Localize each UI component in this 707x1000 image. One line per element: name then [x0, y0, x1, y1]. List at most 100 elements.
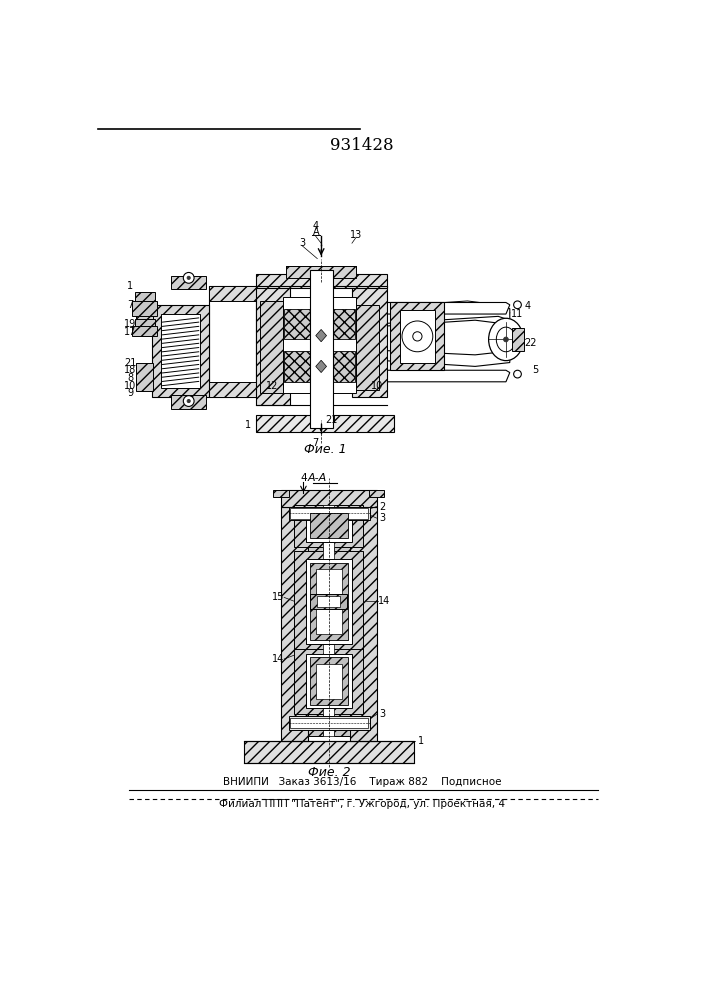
Bar [291, 718, 368, 728]
Bar [310, 513, 348, 538]
Polygon shape [209, 286, 256, 301]
Bar [283, 297, 356, 393]
Bar [316, 569, 342, 634]
Polygon shape [316, 360, 327, 373]
Text: 10: 10 [124, 381, 136, 391]
Bar [305, 559, 352, 644]
Bar [152, 305, 209, 397]
Bar [308, 505, 324, 736]
Text: Филиал ППП "Патент", г. Ужгород, ул. Проектная, 4: Филиал ППП "Патент", г. Ужгород, ул. Про… [219, 799, 505, 809]
Text: 11: 11 [511, 309, 524, 319]
Bar [281, 490, 377, 507]
Text: 15: 15 [271, 592, 284, 602]
Text: 3: 3 [380, 513, 386, 523]
Bar [288, 507, 370, 520]
Bar [171, 276, 206, 289]
Text: 931428: 931428 [330, 137, 394, 154]
Text: 4: 4 [312, 221, 319, 231]
Text: 21: 21 [124, 358, 136, 368]
Text: 4: 4 [525, 301, 530, 311]
Text: 2: 2 [380, 502, 386, 512]
Bar [356, 305, 379, 389]
Bar [310, 270, 333, 428]
Ellipse shape [489, 318, 523, 361]
Bar [135, 292, 155, 301]
Bar [317, 596, 340, 607]
Text: 7: 7 [127, 300, 134, 310]
Circle shape [187, 276, 190, 279]
Bar [284, 351, 355, 382]
Text: 12: 12 [267, 381, 279, 391]
Text: 9: 9 [127, 388, 133, 398]
Text: 1: 1 [245, 420, 251, 430]
Circle shape [514, 370, 521, 378]
Ellipse shape [496, 327, 515, 352]
Bar [256, 415, 395, 432]
Polygon shape [233, 309, 510, 336]
Text: 3: 3 [380, 709, 386, 719]
Bar [161, 314, 200, 388]
Text: 1: 1 [127, 281, 133, 291]
Polygon shape [233, 343, 510, 366]
Bar [512, 328, 524, 351]
Circle shape [402, 321, 433, 352]
Bar [305, 510, 352, 542]
Bar [316, 664, 342, 699]
Bar [369, 490, 385, 497]
Bar [310, 594, 347, 609]
Polygon shape [209, 382, 256, 397]
Text: ВНИИПИ   Заказ 3613/16    Тираж 882    Подписное: ВНИИПИ Заказ 3613/16 Тираж 882 Подписное [223, 777, 501, 787]
Circle shape [183, 272, 194, 283]
Bar [334, 505, 350, 736]
Text: 4: 4 [300, 473, 307, 483]
Text: 1: 1 [418, 736, 424, 746]
Bar [259, 301, 283, 393]
Polygon shape [387, 302, 510, 314]
Bar [274, 490, 288, 497]
Bar [294, 505, 363, 547]
Polygon shape [209, 286, 256, 397]
Bar [136, 302, 153, 329]
Bar [136, 363, 153, 391]
Text: 14: 14 [378, 596, 390, 606]
Text: 8: 8 [127, 373, 133, 383]
Bar [286, 266, 356, 278]
Bar [291, 508, 368, 519]
Circle shape [187, 400, 190, 403]
Bar [352, 286, 387, 397]
Text: 22: 22 [525, 338, 537, 348]
Text: 18: 18 [124, 365, 136, 375]
Bar [132, 326, 157, 336]
Bar [256, 274, 387, 288]
Circle shape [503, 337, 508, 342]
Bar [288, 716, 370, 730]
Bar [305, 654, 352, 708]
Bar [135, 319, 155, 326]
Text: Фие. 2: Фие. 2 [308, 766, 350, 779]
Bar [256, 286, 291, 405]
Text: 14: 14 [272, 654, 284, 664]
Bar [171, 395, 206, 409]
Circle shape [514, 301, 521, 309]
Polygon shape [387, 370, 510, 382]
Text: A-A: A-A [308, 473, 327, 483]
Bar [294, 551, 363, 651]
Polygon shape [233, 306, 510, 333]
Text: 7: 7 [312, 438, 319, 448]
Text: A: A [312, 227, 319, 237]
Text: 3: 3 [299, 238, 305, 248]
Bar [350, 507, 377, 741]
Bar [324, 505, 334, 736]
Bar [132, 301, 157, 316]
Polygon shape [233, 301, 498, 324]
Text: 21: 21 [325, 415, 337, 425]
Polygon shape [316, 329, 327, 342]
Bar [390, 302, 444, 370]
Text: 13: 13 [350, 231, 362, 240]
Bar [310, 657, 348, 705]
Bar [310, 563, 348, 640]
Text: 19: 19 [124, 319, 136, 329]
Circle shape [183, 396, 194, 406]
Text: 5: 5 [532, 365, 538, 375]
Text: 17: 17 [124, 327, 136, 337]
